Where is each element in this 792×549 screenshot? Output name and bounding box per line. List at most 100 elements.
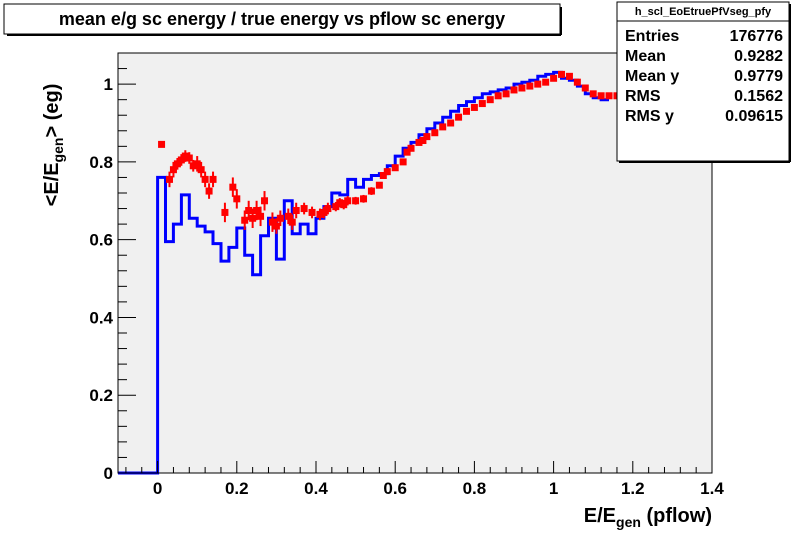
data-point: [336, 199, 344, 207]
data-point: [193, 160, 201, 168]
data-point: [272, 222, 280, 230]
data-point: [292, 207, 300, 214]
data-point: [284, 212, 292, 220]
x-tick-label: 0.6: [383, 479, 407, 498]
data-point: [486, 96, 494, 104]
data-point: [300, 205, 308, 213]
data-point: [518, 84, 526, 92]
y-tick-label: 1: [104, 75, 113, 94]
data-point: [399, 158, 407, 166]
data-point: [455, 113, 463, 121]
data-point: [403, 148, 411, 156]
data-point: [542, 78, 550, 86]
data-point: [344, 197, 352, 205]
stats-name: h_scl_EoEtruePfVseg_pfy: [635, 6, 772, 18]
data-point: [324, 205, 332, 213]
data-point: [185, 154, 193, 162]
plot-frame: [117, 52, 713, 474]
data-point: [565, 72, 573, 80]
y-tick-label: 0.6: [89, 231, 113, 250]
data-point: [447, 119, 455, 127]
data-point: [550, 74, 558, 82]
stats-box: h_scl_EoEtruePfVseg_pfy Entries 176776 Mea…: [616, 1, 791, 163]
stats-label: Mean y: [625, 68, 679, 85]
chart-title: mean e/g sc energy / true energy vs pflo…: [59, 9, 505, 29]
data-point: [205, 187, 213, 195]
data-point: [173, 160, 181, 168]
data-point: [276, 214, 284, 222]
data-point: [534, 80, 542, 88]
data-point: [189, 162, 197, 170]
x-tick-label: 1.2: [621, 479, 645, 498]
data-point: [340, 201, 348, 209]
stats-label: Mean: [625, 48, 666, 65]
title-box: mean e/g sc energy / true energy vs pflo…: [3, 3, 562, 36]
y-tick-label: 0.8: [89, 153, 113, 172]
data-point: [470, 103, 478, 111]
data-point: [407, 144, 415, 152]
data-point: [510, 86, 518, 94]
axes: 0 0.2 0.4 0.6 0.8 1 1.2 1.4 0 0.2 0.4 0.6 0.8 1: [89, 53, 724, 498]
data-point: [597, 92, 605, 100]
stats-label: Entries: [625, 28, 679, 45]
data-point: [249, 214, 257, 222]
data-point: [261, 197, 269, 205]
data-point: [367, 187, 375, 195]
stats-label: RMS: [625, 88, 661, 105]
data-point: [241, 216, 249, 224]
data-point: [165, 175, 173, 183]
y-tick-label: 0: [104, 464, 113, 483]
data-point: [197, 166, 205, 174]
data-point: [169, 166, 177, 174]
data-point: [352, 197, 360, 205]
data-point: [558, 70, 566, 78]
stats-value: 0.9282: [734, 48, 783, 65]
data-point: [462, 107, 470, 115]
data-point: [245, 207, 253, 214]
stats-label: RMS y: [625, 108, 674, 125]
data-point: [502, 90, 510, 98]
data-point: [439, 123, 447, 131]
stats-value: 0.9779: [734, 68, 783, 85]
data-point: [573, 78, 581, 86]
data-point: [320, 208, 328, 216]
x-tick-label: 1: [549, 479, 558, 498]
blue-step-series: [118, 70, 609, 475]
data-point: [316, 210, 324, 218]
data-point: [383, 168, 391, 176]
data-point: [253, 207, 261, 214]
data-point: [589, 90, 597, 98]
data-point: [288, 218, 296, 226]
data-point: [332, 203, 340, 211]
title-box-frame: [3, 3, 561, 35]
data-point: [360, 195, 368, 203]
data-point: [375, 181, 383, 189]
data-point: [177, 156, 185, 164]
stats-value: 0.09615: [725, 108, 783, 125]
stats-rows: Entries 176776 Mean 0.9282 Mean y 0.9779 RMS 0.…: [625, 28, 783, 125]
x-tick-label: 0.2: [225, 479, 249, 498]
data-point: [494, 92, 502, 100]
data-point: [526, 82, 534, 90]
data-point: [423, 133, 431, 141]
y-tick-label: 0.2: [89, 386, 113, 405]
data-point: [229, 183, 237, 191]
x-tick-label: 0.4: [304, 479, 328, 498]
data-point: [391, 164, 399, 172]
data-point: [379, 172, 387, 179]
x-tick-label: 0: [153, 479, 162, 498]
y-axis-label: <E/Egen> (eg): [41, 84, 66, 207]
data-point: [209, 175, 217, 183]
data-point: [308, 208, 316, 216]
data-point: [158, 140, 166, 148]
data-point: [419, 137, 427, 144]
x-axis-label: E/Egen (pflow): [584, 505, 712, 530]
x-tick-label: 1.4: [700, 479, 724, 498]
data-point: [431, 129, 439, 137]
data-point: [478, 100, 486, 108]
data-point: [581, 84, 589, 92]
data-point: [201, 175, 209, 183]
data-point: [221, 208, 229, 216]
